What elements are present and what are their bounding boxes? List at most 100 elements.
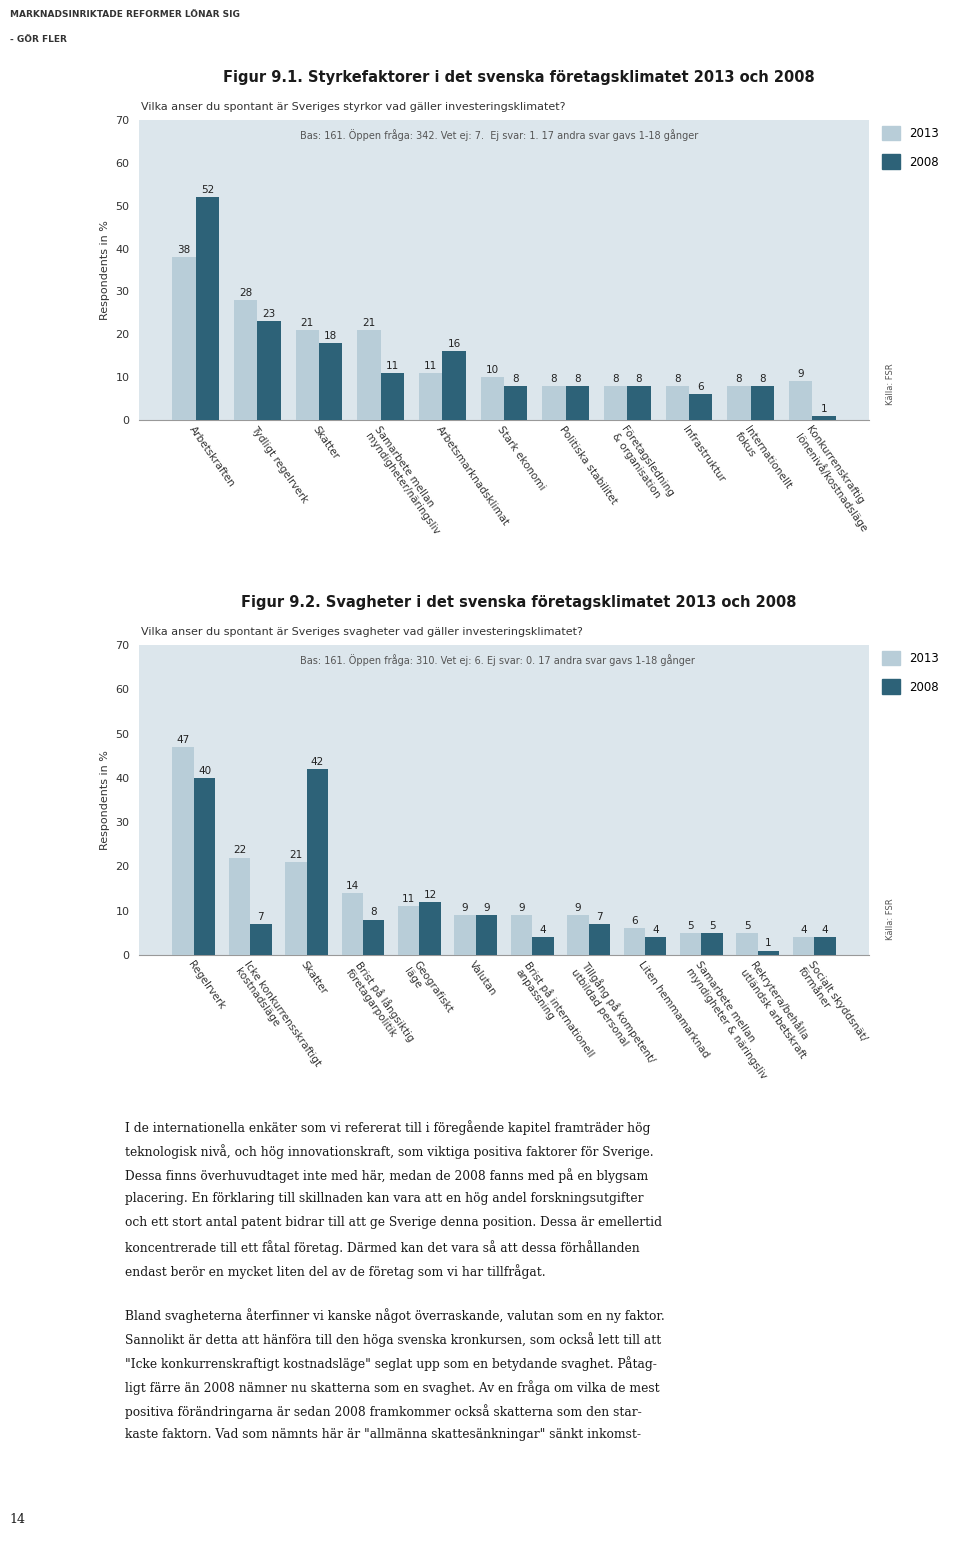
Bar — [604, 386, 627, 420]
Text: 11: 11 — [402, 893, 416, 904]
Bar — [363, 920, 384, 955]
Text: 9: 9 — [462, 903, 468, 913]
Text: 7: 7 — [596, 912, 603, 921]
Text: Sannolikt är detta att hänföra till den höga svenska kronkursen, som också lett : Sannolikt är detta att hänföra till den … — [125, 1332, 661, 1347]
Bar — [342, 893, 363, 955]
Text: 1: 1 — [821, 404, 828, 414]
Bar — [481, 376, 504, 420]
Text: 8: 8 — [612, 373, 619, 384]
Bar — [504, 386, 527, 420]
Text: 12: 12 — [423, 890, 437, 900]
Text: 22: 22 — [233, 846, 246, 855]
Text: positiva förändringarna är sedan 2008 framkommer också skatterna som den star-: positiva förändringarna är sedan 2008 fr… — [125, 1404, 641, 1418]
Y-axis label: Respondents in %: Respondents in % — [100, 221, 109, 319]
Text: 8: 8 — [551, 373, 557, 384]
Bar — [542, 386, 565, 420]
Bar — [196, 198, 219, 420]
Bar — [251, 924, 272, 955]
Bar — [443, 352, 466, 420]
Bar — [476, 915, 497, 955]
Text: 23: 23 — [262, 309, 276, 319]
Bar — [793, 937, 814, 955]
Text: 9: 9 — [483, 903, 490, 913]
Text: kaste faktorn. Vad som nämnts här är "allmänna skattesänkningar" sänkt inkomst-: kaste faktorn. Vad som nämnts här är "al… — [125, 1427, 641, 1441]
Bar — [511, 915, 532, 955]
Bar — [228, 858, 251, 955]
Bar — [645, 937, 666, 955]
Text: 21: 21 — [362, 318, 375, 327]
Text: 4: 4 — [822, 926, 828, 935]
Bar — [398, 906, 420, 955]
Legend: 2013, 2008: 2013, 2008 — [882, 651, 939, 694]
Text: 5: 5 — [708, 921, 715, 930]
Text: och ett stort antal patent bidrar till att ge Sverige denna position. Dessa är e: och ett stort antal patent bidrar till a… — [125, 1216, 661, 1230]
Text: 5: 5 — [744, 921, 751, 930]
Bar — [665, 386, 689, 420]
Text: Dessa finns överhuvudtaget inte med här, medan de 2008 fanns med på en blygsam: Dessa finns överhuvudtaget inte med här,… — [125, 1168, 648, 1183]
Text: 18: 18 — [324, 330, 337, 341]
Text: 9: 9 — [797, 369, 804, 380]
Bar — [751, 386, 774, 420]
Text: 16: 16 — [447, 339, 461, 349]
Bar — [285, 863, 306, 955]
Text: 6: 6 — [631, 917, 637, 926]
Text: 40: 40 — [198, 765, 211, 776]
Text: ligt färre än 2008 nämner nu skatterna som en svaghet. Av en fråga om vilka de m: ligt färre än 2008 nämner nu skatterna s… — [125, 1379, 660, 1395]
Bar — [454, 915, 476, 955]
Text: endast berör en mycket liten del av de företag som vi har tillfrågat.: endast berör en mycket liten del av de f… — [125, 1264, 545, 1279]
Text: placering. En förklaring till skillnaden kan vara att en hög andel forskningsutg: placering. En förklaring till skillnaden… — [125, 1193, 643, 1205]
Text: Bas: 161. Öppen fråga: 342. Vet ej: 7.  Ej svar: 1. 17 andra svar gavs 1-18 gång: Bas: 161. Öppen fråga: 342. Vet ej: 7. E… — [300, 130, 698, 140]
Bar — [812, 415, 835, 420]
Text: Vilka anser du spontant är Sveriges styrkor vad gäller investeringsklimatet?: Vilka anser du spontant är Sveriges styr… — [140, 102, 565, 113]
Bar — [296, 330, 319, 420]
Bar — [234, 299, 257, 420]
Text: 28: 28 — [239, 289, 252, 298]
Bar — [736, 934, 757, 955]
Text: 9: 9 — [518, 903, 525, 913]
Y-axis label: Respondents in %: Respondents in % — [100, 750, 109, 850]
Bar — [419, 373, 443, 420]
Bar — [565, 386, 589, 420]
Text: Källa: FSR: Källa: FSR — [886, 363, 895, 404]
Bar — [420, 901, 441, 955]
Bar — [727, 386, 751, 420]
Text: Figur 9.1. Styrkefaktorer i det svenska företagsklimatet 2013 och 2008: Figur 9.1. Styrkefaktorer i det svenska … — [223, 69, 814, 85]
Text: 4: 4 — [540, 926, 546, 935]
Text: 9: 9 — [575, 903, 581, 913]
Bar — [567, 915, 588, 955]
Text: 21: 21 — [289, 850, 302, 859]
Text: 4: 4 — [801, 926, 806, 935]
Text: Bas: 161. Öppen fråga: 310. Vet ej: 6. Ej svar: 0. 17 andra svar gavs 1-18 gånge: Bas: 161. Öppen fråga: 310. Vet ej: 6. E… — [300, 654, 695, 667]
Bar — [789, 381, 812, 420]
Text: 5: 5 — [687, 921, 694, 930]
Text: teknologisk nivå, och hög innovationskraft, som viktiga positiva faktorer för Sv: teknologisk nivå, och hög innovationskra… — [125, 1143, 654, 1159]
Text: MARKNADSINRIKTADE REFORMER LÖNAR SIG: MARKNADSINRIKTADE REFORMER LÖNAR SIG — [10, 9, 239, 19]
Bar — [173, 258, 196, 420]
Text: Källa: FSR: Källa: FSR — [886, 898, 895, 940]
Text: 8: 8 — [759, 373, 765, 384]
Text: Vilka anser du spontant är Sveriges svagheter vad gäller investeringsklimatet?: Vilka anser du spontant är Sveriges svag… — [140, 628, 583, 637]
Text: 21: 21 — [300, 318, 314, 327]
Bar — [757, 950, 780, 955]
Bar — [702, 934, 723, 955]
Bar — [173, 747, 194, 955]
Text: - GÖR FLER: - GÖR FLER — [10, 35, 66, 43]
Bar — [381, 373, 404, 420]
Text: 10: 10 — [486, 366, 499, 375]
Bar — [814, 937, 835, 955]
Bar — [627, 386, 651, 420]
Bar — [194, 778, 215, 955]
Text: 42: 42 — [311, 756, 324, 767]
Text: 1: 1 — [765, 938, 772, 949]
Text: 8: 8 — [674, 373, 681, 384]
Bar — [257, 321, 281, 420]
Text: koncentrerade till ett fåtal företag. Därmed kan det vara så att dessa förhållan: koncentrerade till ett fåtal företag. Dä… — [125, 1241, 639, 1254]
Bar — [689, 395, 712, 420]
Bar — [319, 343, 343, 420]
Text: 8: 8 — [574, 373, 581, 384]
Legend: 2013, 2008: 2013, 2008 — [882, 127, 939, 168]
Text: 8: 8 — [513, 373, 519, 384]
Text: 11: 11 — [386, 361, 399, 370]
Bar — [588, 924, 610, 955]
Text: 7: 7 — [257, 912, 264, 921]
